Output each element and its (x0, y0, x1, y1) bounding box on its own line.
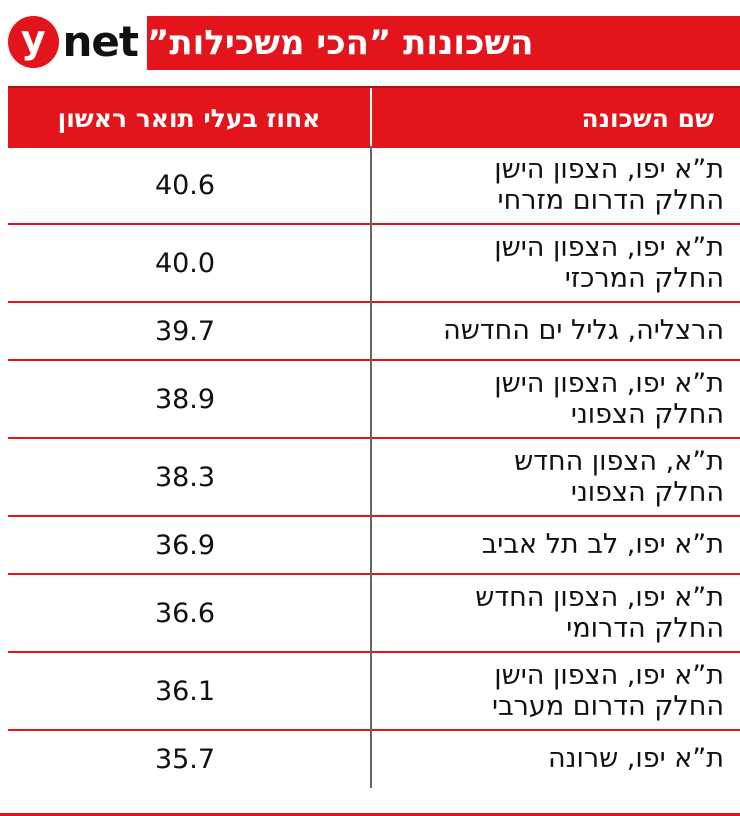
page-title: השכונות ”הכי משכילות” (147, 23, 534, 63)
row-divider (8, 651, 740, 653)
neighborhood-name-line: ת”א יפו, לב תל אביב (481, 529, 724, 561)
table-row: 35.7 ת”א יפו, שרונה (0, 730, 740, 788)
table-row: 36.6 ת”א יפו, הצפון החדש החלק הדרומי (0, 574, 740, 653)
neighborhood-name-line: החלק המרכזי (564, 263, 724, 294)
row-divider (8, 573, 740, 575)
neighborhood-name-line: הרצליה, גליל ים החדשה (443, 315, 724, 347)
ynet-logo: y net (8, 12, 139, 72)
neighborhood-name-line: החלק הצפוני (570, 399, 724, 430)
table-row: 36.9 ת”א יפו, לב תל אביב (0, 516, 740, 575)
logo-letter: y (8, 16, 59, 68)
cell-percentage: 40.6 (154, 169, 216, 201)
row-divider (8, 223, 740, 225)
cell-neighborhood: ת”א יפו, הצפון הישן החלק הצפוני (372, 360, 724, 438)
neighborhood-name-line: ת”א יפו, הצפון הישן (494, 367, 724, 399)
cell-percentage: 38.9 (154, 383, 216, 415)
neighborhood-name-line: ת”א, הצפון החדש (514, 445, 724, 477)
row-divider (8, 515, 740, 517)
row-divider (8, 359, 740, 361)
neighborhood-name-line: החלק הדרום מזרחי (497, 185, 724, 216)
table-row: 39.7 הרצליה, גליל ים החדשה (0, 302, 740, 361)
table-header: אחוז בעלי תואר ראשון שם השכונה (8, 86, 740, 148)
cell-percentage: 36.1 (154, 675, 216, 707)
cell-percentage: 36.6 (154, 597, 216, 629)
table-row: 40.0 ת”א יפו, הצפון הישן החלק המרכזי (0, 224, 740, 303)
header-divider (370, 88, 372, 148)
neighborhood-name-line: ת”א יפו, הצפון הישן (494, 231, 724, 263)
table-row: 38.3 ת”א, הצפון החדש החלק הצפוני (0, 438, 740, 517)
row-divider (8, 437, 740, 439)
cell-percentage: 40.0 (154, 247, 216, 279)
neighborhood-name-line: ת”א יפו, הצפון הישן (494, 659, 724, 691)
cell-neighborhood: ת”א יפו, הצפון הישן החלק הדרום מזרחי (372, 146, 724, 224)
row-divider (8, 729, 740, 731)
neighborhood-name-line: החלק הדרום מערבי (492, 691, 724, 722)
neighborhood-name-line: ת”א יפו, שרונה (548, 743, 724, 775)
column-header-pct: אחוז בעלי תואר ראשון (57, 103, 321, 133)
header: y net השכונות ”הכי משכילות” (0, 0, 740, 78)
cell-percentage: 39.7 (154, 315, 216, 347)
table-row: 38.9 ת”א יפו, הצפון הישן החלק הצפוני (0, 360, 740, 439)
cell-percentage: 36.9 (154, 529, 216, 561)
cell-neighborhood: ת”א יפו, שרונה (372, 730, 724, 788)
title-bar: השכונות ”הכי משכילות” (147, 16, 740, 70)
cell-neighborhood: ת”א יפו, לב תל אביב (372, 516, 724, 574)
neighborhood-name-line: החלק הצפוני (570, 477, 724, 508)
cell-neighborhood: ת”א יפו, הצפון הישן החלק המרכזי (372, 224, 724, 302)
cell-percentage: 35.7 (154, 743, 216, 775)
neighborhood-name-line: ת”א יפו, הצפון הישן (494, 153, 724, 185)
table-row: 36.1 ת”א יפו, הצפון הישן החלק הדרום מערבי (0, 652, 740, 731)
logo-word: net (62, 17, 139, 66)
neighborhood-name-line: החלק הדרומי (566, 613, 724, 644)
neighborhood-name-line: ת”א יפו, הצפון החדש (475, 581, 724, 613)
bottom-rule (0, 813, 740, 816)
cell-neighborhood: ת”א, הצפון החדש החלק הצפוני (372, 438, 724, 516)
cell-neighborhood: ת”א יפו, הצפון הישן החלק הדרום מערבי (372, 652, 724, 730)
column-header-name: שם השכונה (581, 103, 714, 133)
cell-neighborhood: הרצליה, גליל ים החדשה (372, 302, 724, 360)
row-divider (8, 301, 740, 303)
cell-neighborhood: ת”א יפו, הצפון החדש החלק הדרומי (372, 574, 724, 652)
cell-percentage: 38.3 (154, 461, 216, 493)
table-row: 40.6 ת”א יפו, הצפון הישן החלק הדרום מזרחי (0, 146, 740, 225)
column-divider (370, 146, 372, 788)
